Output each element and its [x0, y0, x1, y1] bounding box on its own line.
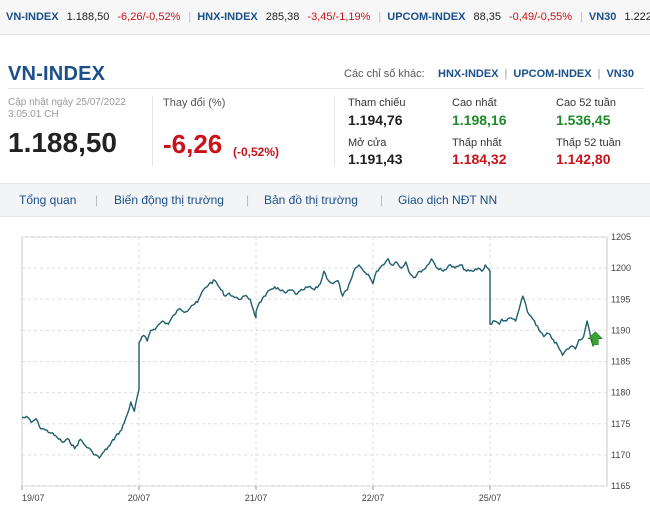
summary-divider: [152, 96, 153, 166]
update-time: 3:05:01 CH: [8, 109, 59, 120]
y-tick-label: 1195: [611, 294, 630, 304]
y-tick-label: 1175: [611, 419, 630, 429]
ticker-item-upcomindex[interactable]: UPCOM-INDEX 88,35 -0,49/-0,55%: [387, 11, 572, 23]
stat-low-label: Thấp nhất: [452, 137, 502, 149]
stat-open-label: Mở cửa: [348, 137, 387, 149]
link-vn30[interactable]: VN30: [606, 68, 634, 80]
change-value: -6,26: [163, 129, 223, 159]
ticker-separator: |: [580, 11, 583, 23]
page-title: VN-INDEX: [8, 63, 106, 85]
stat-open-value: 1.191,43: [348, 151, 403, 167]
link-upcom-index[interactable]: UPCOM-INDEX: [513, 68, 592, 80]
intraday-line-chart: 1205 1200 1195 1190 1185 1180 1175 1170 1165 19/…: [21, 232, 631, 503]
stat-reference-value: 1.194,76: [348, 112, 403, 128]
ticker-separator: |: [188, 11, 192, 23]
tab-market-map[interactable]: Bản đồ thị trường: [264, 193, 358, 207]
other-indices-label: Các chỉ số khác:: [344, 68, 425, 80]
ticker-value: 1.222,6: [624, 11, 650, 23]
y-tick-label: 1180: [611, 388, 630, 398]
ticker-value: 285,38: [265, 11, 300, 23]
tab-separator: |: [380, 193, 384, 207]
up-arrow-icon: [587, 331, 604, 346]
x-axis-ticks: 19/07 20/07 21/07 22/07 25/07: [21, 486, 502, 503]
stat-high-label: Cao nhất: [452, 97, 497, 109]
stat-52w-low-value: 1.142,80: [556, 151, 611, 167]
x-tick-label: 20/07: [128, 493, 151, 503]
update-timestamp: Cập nhật ngày 25/07/2022 3:05:01 CH: [8, 97, 148, 121]
x-tick-label: 22/07: [362, 493, 385, 503]
change-label: Thay đổi (%): [163, 97, 226, 109]
tab-separator: |: [246, 193, 250, 207]
chart-marker-layer: [587, 331, 604, 346]
ticker-item-hnxindex[interactable]: HNX-INDEX 285,38 -3,45/-1,19%: [197, 11, 370, 23]
header-divider: [8, 88, 644, 89]
tab-foreign-trading[interactable]: Giao dịch NĐT NN: [398, 193, 498, 207]
ticker-separator: |: [378, 11, 382, 23]
tab-market-movement[interactable]: Biến động thị trường: [114, 193, 224, 207]
ticker-value: 88,35: [473, 11, 502, 23]
ticker-item-vnindex[interactable]: VN-INDEX 1.188,50 -6,26/-0,52%: [6, 11, 180, 23]
y-tick-label: 1190: [611, 325, 630, 335]
tab-separator: |: [95, 193, 99, 207]
plot-frame: [21, 236, 608, 487]
stat-52w-high-value: 1.536,45: [556, 112, 611, 128]
y-axis-ticks: 1205 1200 1195 1190 1185 1180 1175 1170 1165: [611, 232, 631, 491]
ticker-value: 1.188,50: [66, 11, 110, 23]
stat-52w-high-label: Cao 52 tuần: [556, 97, 616, 109]
link-hnx-index[interactable]: HNX-INDEX: [438, 68, 499, 80]
ticker-change: -0,49/-0,55%: [509, 11, 572, 23]
chart-grid: [21, 236, 608, 487]
series-line: [22, 258, 596, 459]
change-percent: (-0,52%): [233, 145, 280, 159]
summary-divider: [334, 96, 335, 166]
x-tick-label: 19/07: [22, 493, 45, 503]
y-tick-label: 1185: [611, 357, 630, 367]
update-date: Cập nhật ngày 25/07/2022: [8, 97, 126, 108]
other-indices-links: HNX-INDEX | UPCOM-INDEX | VN30: [438, 68, 634, 80]
ticker-change: -6,26/-0,52%: [117, 11, 181, 23]
index-ticker-strip: VN-INDEX 1.188,50 -6,26/-0,52% | HNX-INDEX 28…: [0, 0, 650, 35]
x-tick-label: 25/07: [479, 493, 502, 503]
link-separator: |: [504, 68, 508, 80]
link-separator: |: [597, 68, 601, 80]
tab-overview[interactable]: Tổng quan: [19, 193, 77, 207]
y-tick-label: 1165: [611, 481, 630, 491]
stat-high-value: 1.198,16: [452, 112, 507, 128]
ticker-name: VN-INDEX: [6, 11, 59, 23]
ticker-name: HNX-INDEX: [197, 11, 258, 23]
stat-52w-low-label: Thấp 52 tuần: [556, 137, 621, 149]
stat-reference-label: Tham chiếu: [348, 97, 406, 109]
ticker-item-vn30[interactable]: VN30 1.222,6: [589, 11, 650, 23]
ticker-change: -3,45/-1,19%: [307, 11, 371, 23]
stat-low-value: 1.184,32: [452, 151, 507, 167]
y-tick-label: 1205: [611, 232, 631, 242]
y-tick-label: 1200: [611, 263, 631, 273]
tab-bar: Tổng quan | Biến động thị trường | Bản đ…: [0, 183, 650, 217]
ticker-name: UPCOM-INDEX: [387, 11, 466, 23]
x-tick-label: 21/07: [245, 493, 268, 503]
last-price: 1.188,50: [8, 127, 117, 158]
chart-line-layer: [22, 258, 596, 459]
y-tick-label: 1170: [611, 450, 630, 460]
ticker-name: VN30: [588, 11, 617, 23]
